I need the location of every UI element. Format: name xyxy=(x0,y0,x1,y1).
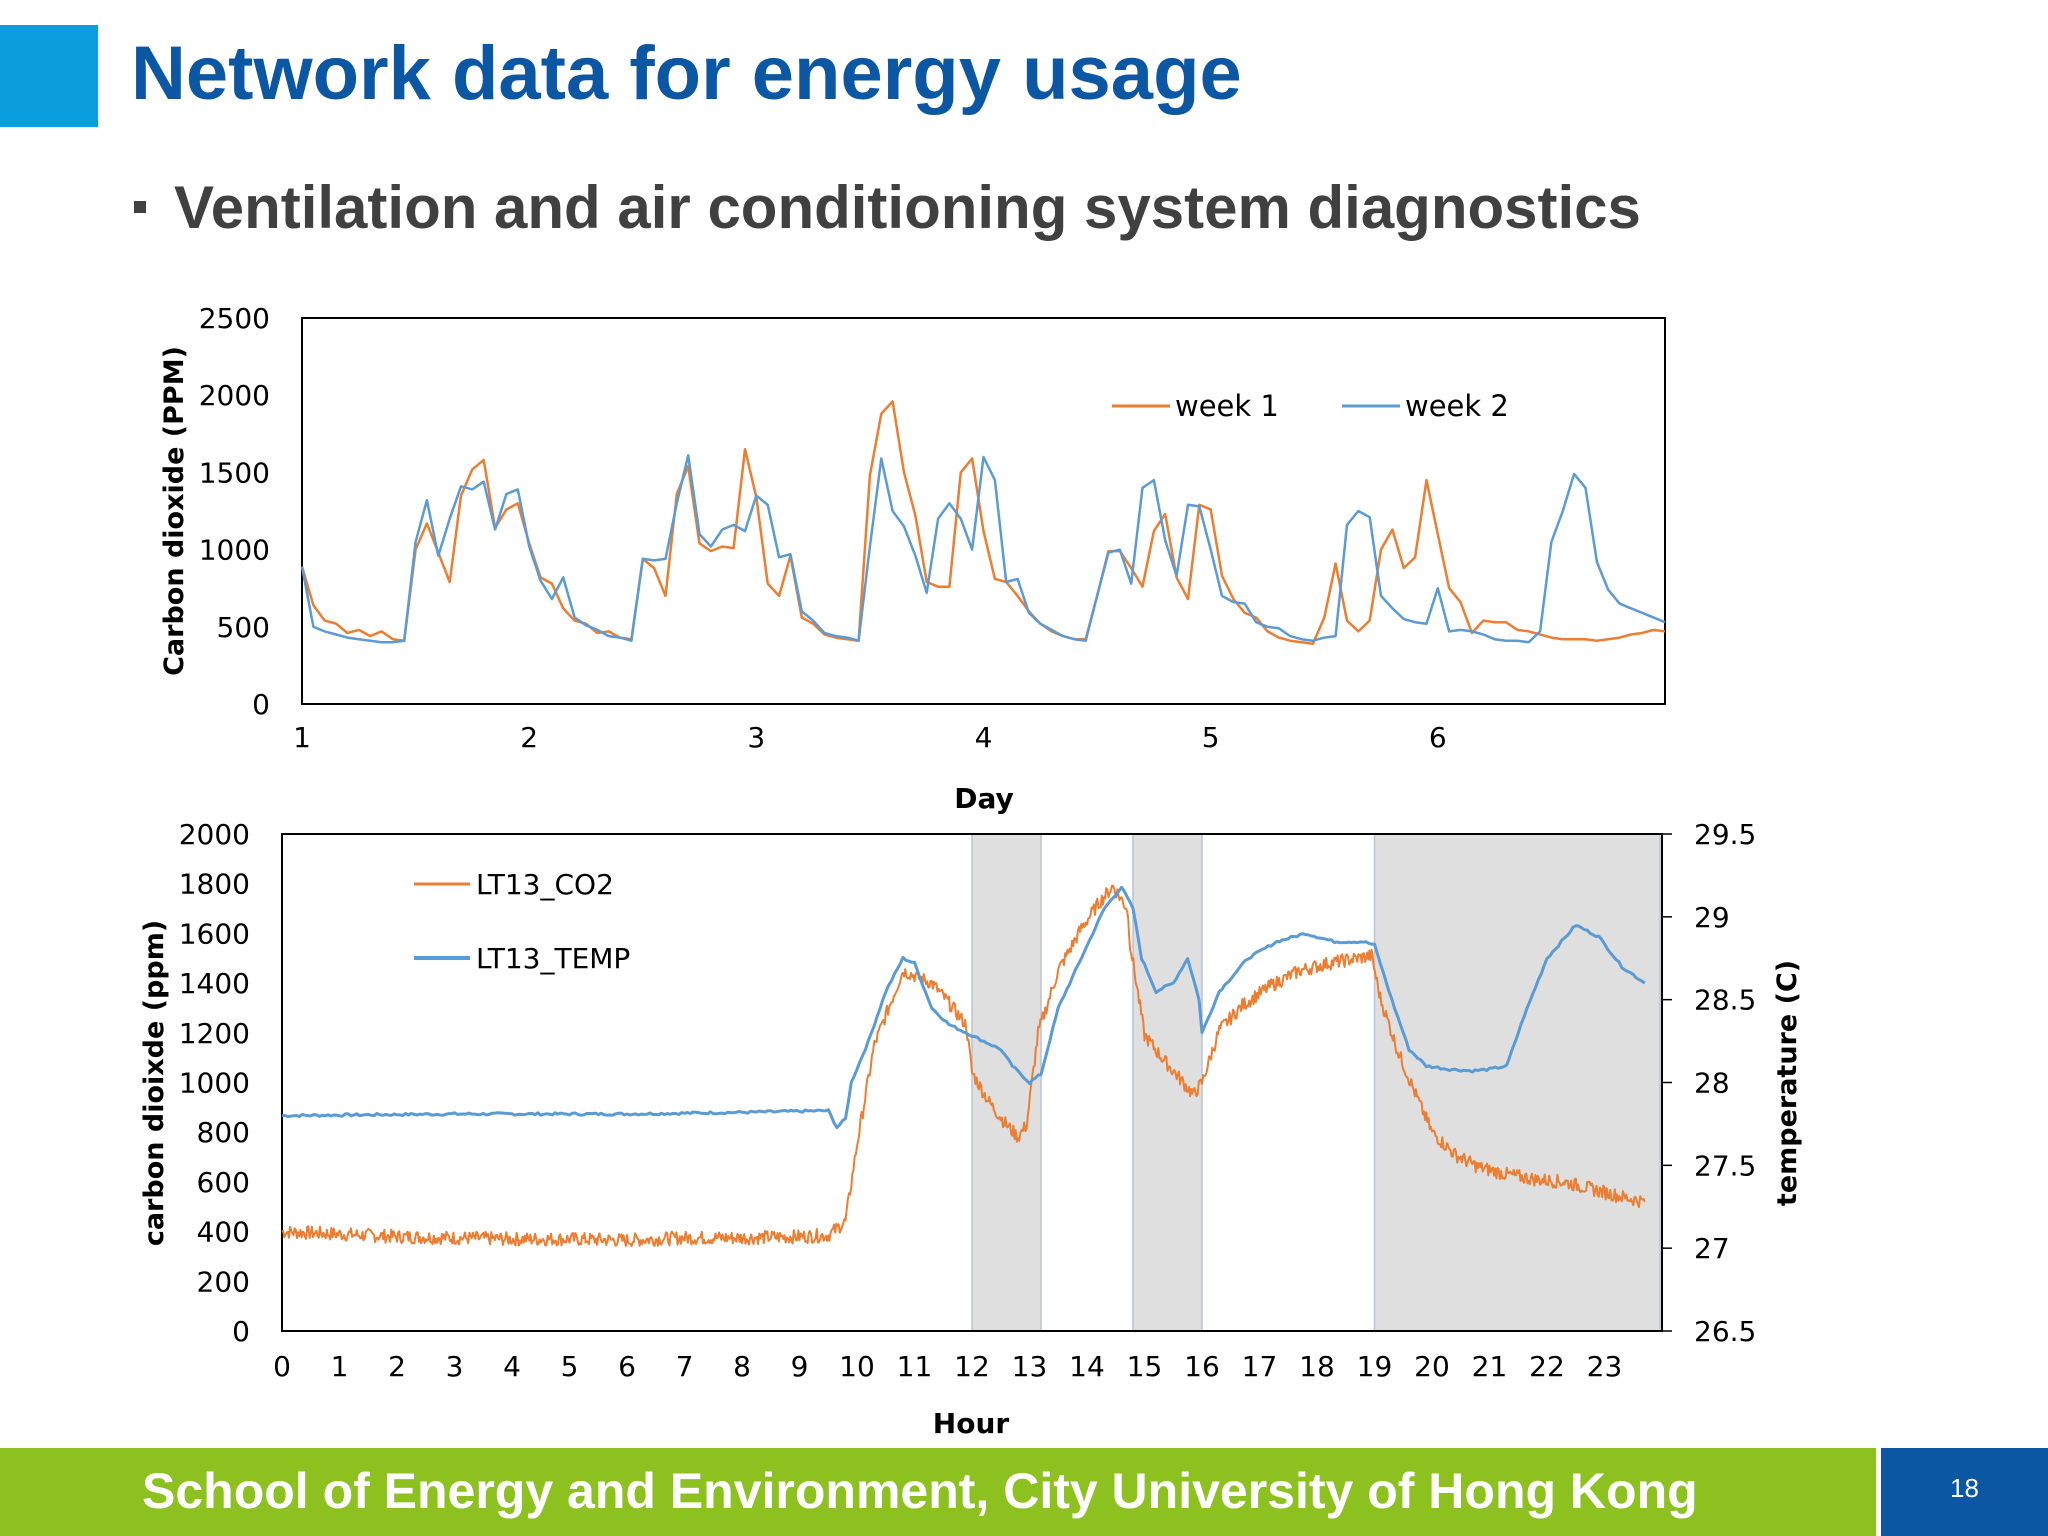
series-line xyxy=(300,454,1666,644)
footer-school-name: School of Energy and Environment, City U… xyxy=(142,1463,1698,1519)
slide-subtitle: Ventilation and air conditioning system … xyxy=(174,173,1641,241)
x-tick-label: 5 xyxy=(1202,721,1220,754)
x-tick-label: 22 xyxy=(1529,1350,1565,1383)
series-line xyxy=(281,885,1646,1130)
plot-area-frame xyxy=(301,317,1666,705)
y-tick-label: 200 xyxy=(197,1265,250,1298)
shaded-interval xyxy=(1373,833,1661,1332)
y2-tick-label: 27 xyxy=(1694,1232,1730,1265)
x-tick-label: 19 xyxy=(1357,1350,1393,1383)
x-tick-label: 3 xyxy=(747,721,765,754)
x-tick-label: 4 xyxy=(975,721,993,754)
x-tick-label: 6 xyxy=(618,1350,636,1383)
x-tick-label: 13 xyxy=(1012,1350,1048,1383)
y-tick-label: 1000 xyxy=(199,534,270,567)
y2-tick-label: 29.5 xyxy=(1694,818,1756,851)
y-tick-label: 1200 xyxy=(179,1017,250,1050)
x-tick-label: 2 xyxy=(388,1350,406,1383)
x-tick-label: 5 xyxy=(561,1350,579,1383)
title-accent-square xyxy=(0,25,98,127)
legend-label: LT13_CO2 xyxy=(476,868,614,901)
y-tick-label: 0 xyxy=(252,688,270,721)
legend-label: week 2 xyxy=(1405,389,1509,423)
y-tick-label: 600 xyxy=(197,1166,250,1199)
y2-tick-label: 26.5 xyxy=(1694,1315,1756,1348)
x-tick-label: 15 xyxy=(1127,1350,1163,1383)
x-tick-label: 1 xyxy=(331,1350,349,1383)
x-tick-label: 3 xyxy=(446,1350,464,1383)
y-tick-label: 2500 xyxy=(199,302,270,335)
y-tick-label: 0 xyxy=(232,1315,250,1348)
series-line xyxy=(281,884,1646,1248)
x-tick-label: 6 xyxy=(1429,721,1447,754)
x-tick-label: 14 xyxy=(1069,1350,1105,1383)
y-tick-label: 2000 xyxy=(199,379,270,412)
x-axis-label: Hour xyxy=(933,1407,1010,1440)
page-number-box xyxy=(1881,1448,2048,1536)
y-tick-label: 1600 xyxy=(179,917,250,950)
y-tick-label: 2000 xyxy=(179,818,250,851)
x-tick-label: 17 xyxy=(1242,1350,1278,1383)
y-tick-label: 1500 xyxy=(199,456,270,489)
shaded-interval xyxy=(1132,833,1203,1332)
y-tick-label: 1800 xyxy=(179,868,250,901)
bullet-square-icon xyxy=(134,201,146,213)
x-tick-label: 20 xyxy=(1414,1350,1450,1383)
footer-bar xyxy=(0,1448,1876,1536)
y-axis-label: Carbon dioxide (PPM) xyxy=(159,346,190,676)
x-tick-label: 8 xyxy=(733,1350,751,1383)
x-tick-label: 9 xyxy=(791,1350,809,1383)
y2-tick-label: 28 xyxy=(1694,1067,1730,1100)
x-tick-label: 21 xyxy=(1472,1350,1508,1383)
y-tick-label: 1000 xyxy=(179,1067,250,1100)
subtitle-bullet-row: Ventilation and air conditioning system … xyxy=(134,172,1641,242)
x-tick-label: 7 xyxy=(676,1350,694,1383)
co2-temp-hourly-chart: 020040060080010001200140016001800200026.… xyxy=(139,818,1803,1440)
y-axis-label: carbon dioixde (ppm) xyxy=(139,920,170,1246)
y2-tick-label: 28.5 xyxy=(1694,984,1756,1017)
x-tick-label: 4 xyxy=(503,1350,521,1383)
x-axis-label: Day xyxy=(954,782,1014,815)
x-tick-label: 16 xyxy=(1184,1350,1220,1383)
legend-label: LT13_TEMP xyxy=(476,942,630,975)
x-tick-label: 0 xyxy=(273,1350,291,1383)
y2-tick-label: 27.5 xyxy=(1694,1149,1756,1182)
y2-axis-label: temperature (C) xyxy=(1772,960,1803,1206)
y-tick-label: 400 xyxy=(197,1216,250,1249)
x-tick-label: 11 xyxy=(897,1350,933,1383)
y-tick-label: 500 xyxy=(217,611,270,644)
x-tick-label: 23 xyxy=(1587,1350,1623,1383)
y-tick-label: 800 xyxy=(197,1116,250,1149)
co2-weekly-chart: 0 500 1000 1500 2000 2500 1 2 3 4 5 6 Day Carbon diox… xyxy=(159,302,1666,815)
y2-tick-label: 29 xyxy=(1694,901,1730,934)
slide-title: Network data for energy usage xyxy=(131,31,1242,116)
x-tick-label: 18 xyxy=(1299,1350,1335,1383)
page-number: 18 xyxy=(1950,1473,1979,1503)
legend-label: week 1 xyxy=(1175,389,1279,423)
y-tick-label: 1400 xyxy=(179,967,250,1000)
x-tick-label: 12 xyxy=(954,1350,990,1383)
x-tick-label: 2 xyxy=(520,721,538,754)
x-tick-label: 10 xyxy=(839,1350,875,1383)
x-tick-label: 1 xyxy=(293,721,311,754)
